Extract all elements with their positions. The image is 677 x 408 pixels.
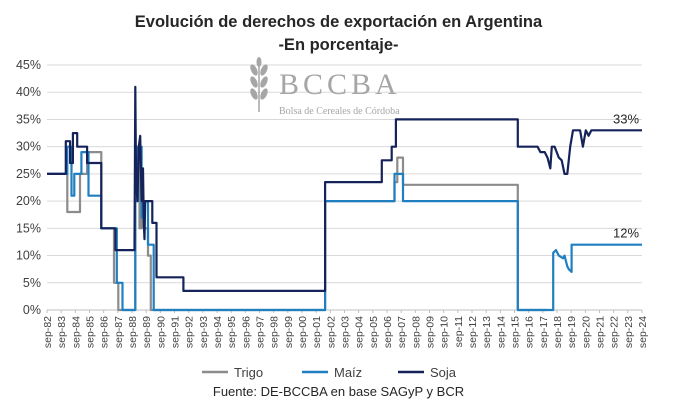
- series-line-soja: [47, 85, 642, 292]
- x-tick-label: sep-86: [99, 316, 111, 348]
- x-tick-label: sep-19: [566, 316, 578, 348]
- chart-title: Evolución de derechos de exportación en …: [134, 13, 543, 31]
- x-tick-label: sep-91: [170, 316, 182, 348]
- y-tick-label: 35%: [16, 112, 41, 126]
- x-tick-label: sep-96: [240, 316, 252, 348]
- y-tick-label: 15%: [16, 221, 41, 235]
- y-tick-label: 30%: [16, 140, 41, 154]
- x-tick-label: sep-12: [467, 316, 479, 348]
- legend: Trigo Maíz Soja: [202, 365, 457, 380]
- legend-label: Trigo: [234, 365, 263, 380]
- x-tick-label: sep-14: [495, 316, 507, 348]
- legend-label: Maíz: [334, 365, 362, 380]
- end-value-label: 33%: [613, 111, 639, 126]
- x-tick-label: sep-21: [595, 316, 607, 348]
- x-tick-label: sep-10: [439, 316, 451, 348]
- x-tick-label: sep-90: [155, 316, 167, 348]
- x-tick-label: sep-93: [198, 316, 210, 348]
- x-tick-label: sep-84: [70, 316, 82, 348]
- x-tick-label: sep-13: [481, 316, 493, 348]
- x-tick-label: sep-87: [113, 316, 125, 348]
- x-tick-label: sep-85: [85, 316, 97, 348]
- x-tick-label: sep-03: [340, 316, 352, 348]
- x-tick-label: sep-94: [212, 316, 224, 348]
- chart-subtitle: -En porcentaje-: [278, 36, 399, 54]
- x-tick-label: sep-17: [538, 316, 550, 348]
- x-tick-label: sep-22: [609, 316, 621, 348]
- end-value-label: 12%: [613, 226, 639, 241]
- logo-name: BCCBA: [279, 68, 401, 101]
- x-tick-label: sep-00: [297, 316, 309, 348]
- x-tick-label: sep-82: [42, 316, 54, 348]
- x-tick-label: sep-15: [510, 316, 522, 348]
- y-tick-label: 5%: [23, 276, 41, 290]
- source-note: Fuente: DE-BCCBA en base SAGyP y BCR: [213, 384, 464, 399]
- x-tick-label: sep-20: [580, 316, 592, 348]
- x-tick-label: sep-92: [184, 316, 196, 348]
- x-tick-label: sep-06: [382, 316, 394, 348]
- x-tick-label: sep-05: [368, 316, 380, 348]
- x-tick-label: sep-83: [56, 316, 68, 348]
- x-tick-label: sep-01: [311, 316, 323, 348]
- x-tick-label: sep-23: [623, 316, 635, 348]
- x-tick-label: sep-88: [127, 316, 139, 348]
- x-tick-label: sep-95: [226, 316, 238, 348]
- x-tick-label: sep-11: [453, 316, 465, 347]
- x-tick-label: sep-18: [552, 316, 564, 348]
- x-tick-label: sep-08: [410, 316, 422, 348]
- legend-label: Soja: [430, 365, 457, 380]
- y-tick-label: 0%: [23, 303, 41, 317]
- x-tick-label: sep-89: [141, 316, 153, 348]
- x-tick-label: sep-07: [396, 316, 408, 348]
- series-layer: [47, 85, 642, 312]
- x-tick-label: sep-09: [425, 316, 437, 348]
- y-tick-label: 20%: [16, 194, 41, 208]
- y-tick-label: 40%: [16, 85, 41, 99]
- y-tick-label: 45%: [16, 58, 41, 72]
- x-tick-label: sep-99: [283, 316, 295, 348]
- x-tick-label: sep-16: [524, 316, 536, 348]
- x-tick-label: sep-98: [269, 316, 281, 348]
- wheat-icon: [250, 57, 268, 112]
- x-tick-label: sep-24: [637, 316, 649, 348]
- axis-layer: 0% 5% 10% 15% 20% 25% 30% 35% 40% 45% sep-82 sep-83…: [16, 58, 649, 348]
- x-tick-label: sep-02: [325, 316, 337, 348]
- x-tick-label: sep-97: [255, 316, 267, 348]
- watermark-logo: BCCBA Bolsa de Cereales de Córdoba: [250, 57, 401, 117]
- y-tick-label: 25%: [16, 167, 41, 181]
- annotation-layer: 33% 12%: [613, 111, 639, 240]
- x-tick-label: sep-04: [354, 316, 366, 348]
- logo-subtitle: Bolsa de Cereales de Córdoba: [279, 106, 400, 117]
- y-tick-label: 10%: [16, 249, 41, 263]
